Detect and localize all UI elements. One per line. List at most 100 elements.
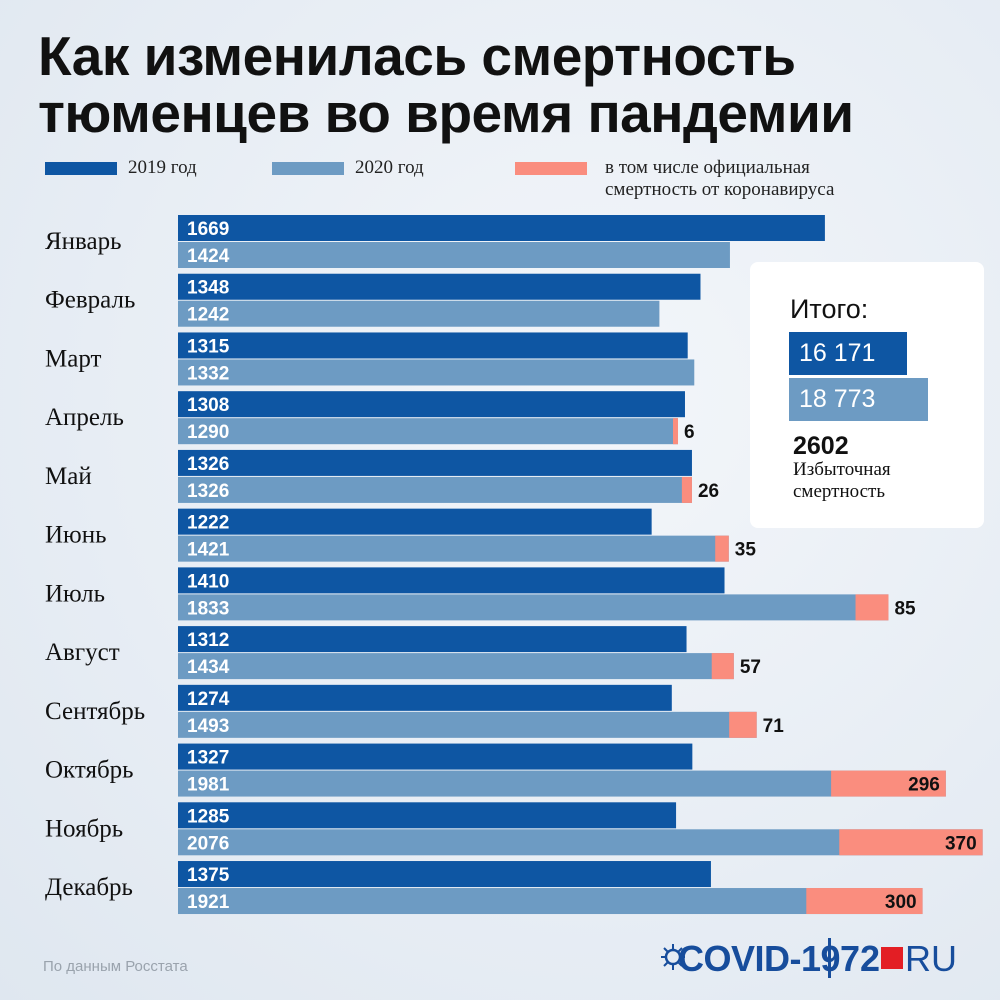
logo-separator — [828, 938, 831, 978]
bar-covid — [806, 888, 923, 915]
bar-label-covid: 85 — [894, 598, 916, 619]
bar-covid — [715, 535, 729, 562]
virus-icon — [661, 944, 685, 970]
brand-logo: 72 RU — [840, 938, 957, 980]
bar-2019 — [178, 273, 701, 300]
totals-panel: Итого: 16 171 18 773 2602 Избыточная сме… — [750, 262, 984, 528]
bar-label-2019: 1308 — [187, 395, 229, 416]
bar-2020 — [178, 888, 923, 915]
bar-label-covid: 71 — [763, 716, 785, 737]
bar-label-2019: 1315 — [187, 336, 230, 357]
legend-label-covid-2: смертность от коронавируса — [605, 179, 835, 200]
excess-label-line-2: смертность — [793, 481, 885, 502]
bar-2020 — [178, 242, 730, 268]
bar-2019 — [178, 743, 693, 770]
bar-2019 — [178, 332, 688, 359]
bar-2019 — [178, 508, 652, 535]
bar-2019 — [178, 567, 725, 594]
legend-swatch-2019 — [45, 162, 117, 175]
bar-label-covid: 26 — [698, 481, 719, 502]
brand-domain: RU — [905, 938, 958, 979]
legend-label-2019: 2019 год — [128, 157, 197, 178]
excess-mortality-value: 2602 — [793, 432, 849, 460]
excess-label-line-1: Избыточная — [793, 459, 891, 480]
month-label: Январь — [45, 228, 122, 255]
month-label: Октябрь — [45, 757, 134, 784]
brand-number: 72 — [840, 938, 881, 979]
bar-2019 — [178, 391, 685, 418]
brand-red-square-icon — [881, 947, 904, 969]
bar-covid — [839, 829, 983, 856]
month-label: Апрель — [45, 404, 124, 431]
bar-label-2019: 1327 — [187, 748, 229, 769]
month-label: Декабрь — [45, 874, 133, 901]
bar-covid — [711, 653, 734, 680]
bar-label-covid: 35 — [735, 540, 757, 561]
bar-label-2020: 1332 — [187, 363, 229, 384]
bar-2019 — [178, 802, 677, 829]
bar-2020 — [178, 653, 734, 680]
title-line-2: тюменцев во время пандемии — [38, 82, 854, 144]
bar-2020 — [178, 711, 757, 738]
bar-2019 — [178, 684, 672, 711]
legend-swatch-2020 — [272, 162, 344, 175]
covid-logo-text: COVID-19 — [678, 938, 841, 979]
bar-2020 — [178, 300, 660, 327]
bar-label-2019: 1375 — [187, 865, 230, 886]
legend-label-2020: 2020 год — [355, 157, 424, 178]
month-label: Март — [45, 345, 101, 372]
bar-label-covid: 57 — [740, 657, 761, 678]
bar-label-2019: 1348 — [187, 278, 229, 299]
month-label: Май — [45, 463, 92, 490]
month-label: Июль — [45, 580, 105, 607]
bar-2020 — [178, 594, 889, 621]
bar-covid — [729, 711, 757, 738]
bar-label-2020: 1434 — [187, 657, 230, 678]
legend-label-covid-1: в том числе официальная — [605, 157, 810, 178]
bar-label-2020: 1290 — [187, 422, 229, 443]
total-2020-bar: 18 773 — [789, 378, 928, 421]
source-note: По данным Росстата — [43, 958, 188, 975]
bar-2020 — [178, 476, 692, 503]
bar-label-2020: 1424 — [187, 246, 230, 267]
covid-logo: COVID-19 72 RU — [660, 934, 980, 984]
bar-covid — [681, 476, 692, 503]
bar-label-covid: 296 — [908, 775, 940, 796]
month-label: Сентябрь — [45, 698, 145, 725]
bar-2019 — [178, 626, 687, 653]
bar-label-2019: 1285 — [187, 806, 230, 827]
bar-label-2020: 2076 — [187, 833, 229, 854]
bar-2020 — [178, 535, 729, 562]
bar-2020 — [178, 770, 946, 797]
month-label: Февраль — [45, 287, 135, 314]
bar-2020 — [178, 418, 679, 445]
total-2019-bar: 16 171 — [789, 332, 907, 375]
bar-label-covid: 300 — [885, 892, 917, 913]
bar-covid — [673, 418, 679, 445]
legend-swatch-covid — [515, 162, 587, 175]
excess-mortality-label: Избыточная смертность — [793, 459, 973, 503]
chart-title: Как изменилась смертность тюменцев во вр… — [38, 28, 854, 142]
bar-covid — [855, 594, 889, 621]
bar-label-covid: 370 — [945, 833, 977, 854]
bar-label-2020: 1326 — [187, 481, 229, 502]
month-label: Ноябрь — [45, 815, 123, 842]
bar-label-2019: 1326 — [187, 454, 229, 475]
month-label: Август — [45, 639, 120, 666]
totals-title: Итого: — [790, 294, 869, 324]
bar-label-2019: 1274 — [187, 689, 230, 710]
bar-label-2019: 1312 — [187, 630, 229, 651]
title-line-1: Как изменилась смертность — [38, 25, 796, 87]
bar-2020 — [178, 359, 695, 386]
bar-label-2020: 1981 — [187, 775, 230, 796]
bar-label-covid: 6 — [684, 422, 695, 443]
bar-covid — [831, 770, 946, 797]
bar-label-2019: 1222 — [187, 513, 229, 534]
bar-2019 — [178, 861, 711, 888]
bar-label-2020: 1921 — [187, 892, 230, 913]
bar-2019 — [178, 449, 692, 476]
bar-label-2020: 1833 — [187, 598, 229, 619]
bar-label-2020: 1493 — [187, 716, 229, 737]
bar-label-2019: 1669 — [187, 219, 229, 240]
